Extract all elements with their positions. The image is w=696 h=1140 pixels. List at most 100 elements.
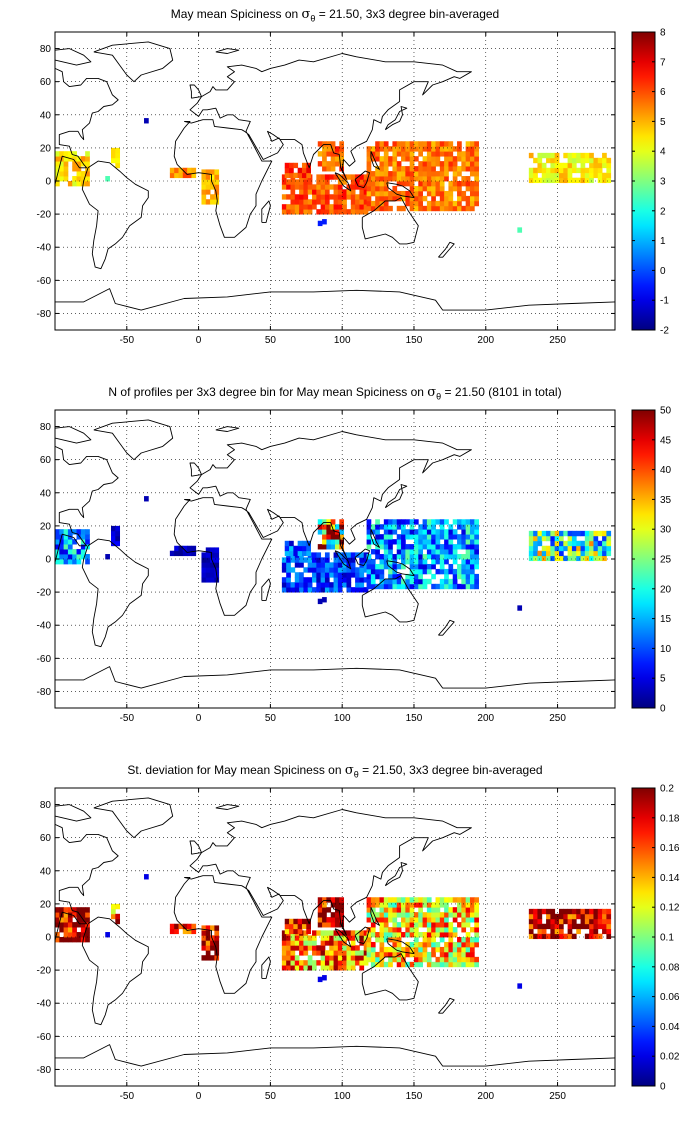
data-bin (72, 161, 77, 167)
colorbar-tick-label: 0.2 (660, 784, 674, 795)
data-bin (324, 174, 330, 180)
data-bin (448, 932, 454, 938)
data-bin (201, 567, 207, 573)
data-bin (370, 181, 376, 187)
data-bin (444, 146, 449, 152)
data-bin (363, 562, 369, 568)
data-bin (342, 572, 347, 578)
data-bin (452, 161, 458, 167)
data-bin (355, 199, 360, 205)
data-bin (320, 930, 326, 936)
data-bin (375, 146, 380, 152)
data-bin (584, 918, 590, 925)
data-bin (401, 932, 406, 938)
data-bin (452, 951, 458, 958)
data-bin (448, 956, 454, 963)
data-bin (396, 151, 402, 157)
data-bin (205, 169, 211, 175)
data-bin (422, 568, 428, 575)
data-bin (303, 184, 309, 190)
data-bin (431, 141, 436, 147)
data-bin (115, 152, 121, 159)
data-bin (435, 559, 441, 565)
data-bin (418, 141, 423, 147)
data-bin (431, 917, 436, 923)
data-bin (418, 583, 423, 590)
data-bin (346, 184, 352, 190)
data-bin (541, 933, 547, 940)
data-bin (452, 176, 458, 182)
data-bin (465, 559, 471, 565)
data-bin (435, 917, 441, 923)
data-bin (286, 940, 291, 946)
data-bin (413, 902, 419, 908)
data-bin (355, 950, 360, 956)
data-bin (584, 545, 590, 552)
data-bin (401, 534, 406, 540)
y-tick-label: -40 (37, 999, 52, 1010)
data-bin (67, 927, 73, 933)
data-bin (559, 913, 564, 920)
data-bin (55, 922, 60, 928)
data-bin (567, 913, 573, 920)
data-bin (370, 946, 376, 953)
data-bin (396, 927, 402, 933)
data-bin (461, 554, 467, 560)
data-bin (457, 573, 462, 580)
data-bin (63, 937, 69, 943)
data-bin (550, 167, 556, 174)
data-bin (337, 940, 343, 946)
data-bin (567, 928, 573, 935)
data-bin (444, 161, 449, 167)
colorbar-tick-label: 5 (660, 674, 666, 685)
data-bin (602, 550, 607, 557)
data-bin (541, 550, 547, 557)
data-bin (392, 171, 398, 177)
data-bin (396, 902, 402, 908)
data-bin (444, 902, 449, 908)
data-bin (329, 204, 334, 210)
data-bin (461, 529, 467, 535)
data-bin (584, 530, 590, 537)
data-bin (80, 171, 86, 177)
data-bin (366, 166, 372, 172)
data-bin (312, 930, 317, 936)
data-bin (375, 181, 380, 187)
data-bin (559, 923, 564, 930)
data-bin (307, 587, 313, 593)
data-bin (322, 902, 327, 908)
data-bin (576, 550, 581, 557)
data-bin (284, 918, 290, 925)
data-bin (307, 184, 313, 190)
data-bin (546, 913, 551, 920)
data-bin (105, 176, 110, 182)
data-bin (284, 928, 290, 935)
data-bin (342, 179, 347, 185)
data-bin (301, 162, 307, 169)
data-bin (312, 562, 317, 568)
data-bin (448, 951, 454, 958)
data-bin (469, 146, 475, 152)
data-bin (290, 950, 296, 956)
data-bin (144, 874, 149, 880)
data-bin (299, 577, 304, 583)
data-bin (452, 200, 458, 207)
coastline-new-guinea (386, 938, 415, 955)
data-bin (448, 563, 454, 570)
map-plot: -50 0 50 100 150 200 250806040200-20-40-60-800… (37, 784, 680, 1103)
data-bin (326, 922, 332, 928)
data-bin (392, 529, 398, 535)
data-bin (422, 902, 428, 908)
colorbar-tick-label: 2 (660, 206, 666, 217)
data-bin (409, 917, 415, 923)
data-bin (469, 927, 475, 933)
data-bin (431, 951, 436, 958)
data-bin (299, 194, 304, 200)
data-bin (396, 549, 402, 555)
data-bin (205, 547, 211, 553)
data-bin (457, 519, 462, 525)
data-bin (413, 922, 419, 928)
data-bin (576, 540, 581, 547)
data-bin (422, 917, 428, 923)
data-bin (405, 151, 411, 157)
